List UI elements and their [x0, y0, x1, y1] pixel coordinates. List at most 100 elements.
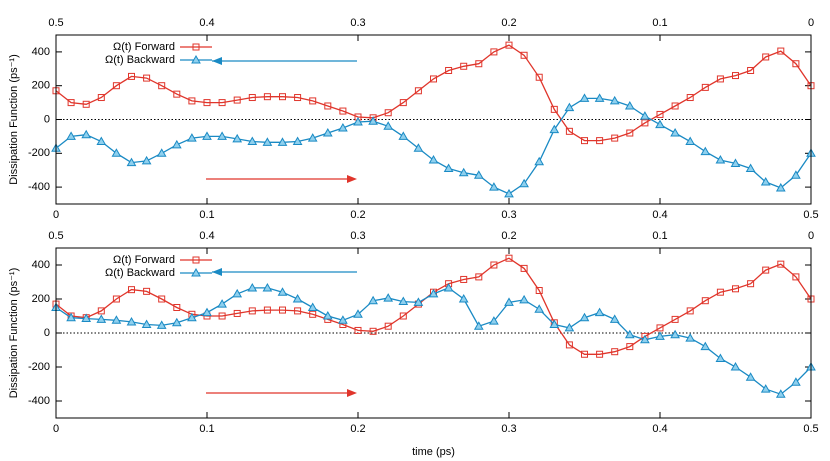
arrow-head: [212, 268, 222, 276]
marker-triangle: [187, 133, 197, 142]
marker-triangle: [730, 158, 741, 167]
marker-triangle: [217, 131, 227, 140]
plot-frame: [55, 34, 812, 205]
marker-square: [732, 285, 739, 293]
marker-square: [218, 99, 226, 107]
x-tick-label: 0.5: [803, 423, 818, 435]
arrows: [206, 57, 357, 397]
marker-triangle: [489, 182, 499, 191]
marker-square: [128, 286, 135, 294]
marker-square: [475, 273, 483, 281]
y-tick-label: 400: [32, 259, 50, 271]
marker-square: [581, 137, 588, 145]
y-tick-label: -200: [28, 361, 50, 373]
marker-square: [716, 75, 724, 83]
marker-triangle: [171, 139, 182, 149]
x2-tick-label: 0.2: [501, 17, 516, 29]
y-tick-label: 400: [32, 46, 50, 58]
marker-square: [716, 288, 724, 296]
marker-triangle: [368, 295, 378, 305]
marker-square: [792, 273, 800, 281]
marker-triangle: [730, 361, 741, 371]
marker-triangle: [685, 333, 696, 342]
marker-triangle: [670, 128, 680, 137]
marker-triangle: [398, 296, 409, 306]
marker-square: [520, 51, 528, 59]
marker-triangle: [111, 148, 122, 157]
marker-square: [732, 72, 739, 80]
marker-square: [173, 304, 181, 311]
x2-tick-label: 0.1: [652, 230, 667, 242]
plot-frame: [55, 247, 812, 419]
marker-square: [686, 94, 694, 102]
marker-square: [384, 322, 392, 330]
marker-triangle: [458, 293, 469, 303]
x2-tick-label: 0.4: [199, 230, 214, 242]
marker-square: [747, 66, 755, 74]
marker-square: [67, 99, 75, 107]
series-line: [55, 97, 812, 195]
marker-triangle: [745, 372, 756, 381]
x2-tick-label: 0.5: [48, 230, 63, 242]
marker-triangle: [217, 299, 227, 308]
marker-square: [641, 119, 649, 127]
x2-tick-label: 0.4: [199, 17, 214, 29]
marker-square: [309, 97, 317, 105]
marker-square: [192, 256, 200, 264]
marker-square: [792, 60, 800, 68]
marker-square: [97, 307, 105, 315]
marker-square: [399, 312, 407, 320]
y-tick-label: -400: [28, 395, 50, 407]
marker-triangle: [700, 341, 711, 351]
marker-triangle: [353, 117, 363, 126]
marker-triangle: [292, 136, 303, 145]
marker-triangle: [655, 119, 665, 129]
marker-triangle: [202, 131, 212, 140]
marker-square: [656, 110, 664, 118]
legend-label: Ω(t) Forward: [113, 254, 175, 266]
marker-triangle: [473, 321, 484, 330]
x-tick-label: 0.1: [199, 423, 214, 435]
marker-square: [445, 66, 453, 74]
marker-triangle: [504, 188, 514, 198]
marker-triangle: [775, 182, 786, 192]
marker-triangle: [609, 95, 620, 105]
marker-triangle: [413, 143, 424, 152]
marker-square: [339, 107, 347, 115]
marker-square: [143, 74, 151, 82]
marker-square: [414, 87, 422, 95]
marker-triangle: [126, 316, 137, 326]
marker-triangle: [413, 297, 424, 306]
marker-triangle: [579, 312, 590, 322]
marker-square: [233, 309, 241, 317]
marker-triangle: [187, 312, 197, 322]
marker-triangle: [640, 334, 650, 344]
marker-triangle: [519, 178, 529, 188]
marker-triangle: [81, 313, 92, 323]
marker-square: [777, 260, 785, 268]
marker-square: [701, 83, 709, 91]
marker-triangle: [141, 155, 152, 165]
marker-triangle: [383, 293, 394, 302]
marker-square: [399, 99, 407, 107]
marker-square: [505, 254, 513, 262]
marker-triangle: [202, 307, 212, 317]
marker-triangle: [307, 302, 318, 311]
marker-square: [777, 47, 785, 55]
marker-square: [565, 127, 573, 135]
arrow-head: [347, 175, 357, 183]
marker-square: [203, 99, 211, 107]
marker-square: [475, 60, 483, 68]
marker-triangle: [519, 294, 529, 304]
marker-square: [233, 96, 241, 104]
marker-triangle: [191, 54, 201, 64]
marker-square: [158, 295, 166, 303]
marker-square: [218, 312, 226, 320]
marker-triangle: [534, 156, 545, 166]
y-tick-label: 200: [32, 293, 50, 305]
marker-square: [626, 129, 634, 137]
marker-square: [188, 97, 196, 105]
marker-triangle: [247, 282, 258, 292]
marker-triangle: [232, 288, 243, 298]
marker-triangle: [428, 288, 439, 298]
